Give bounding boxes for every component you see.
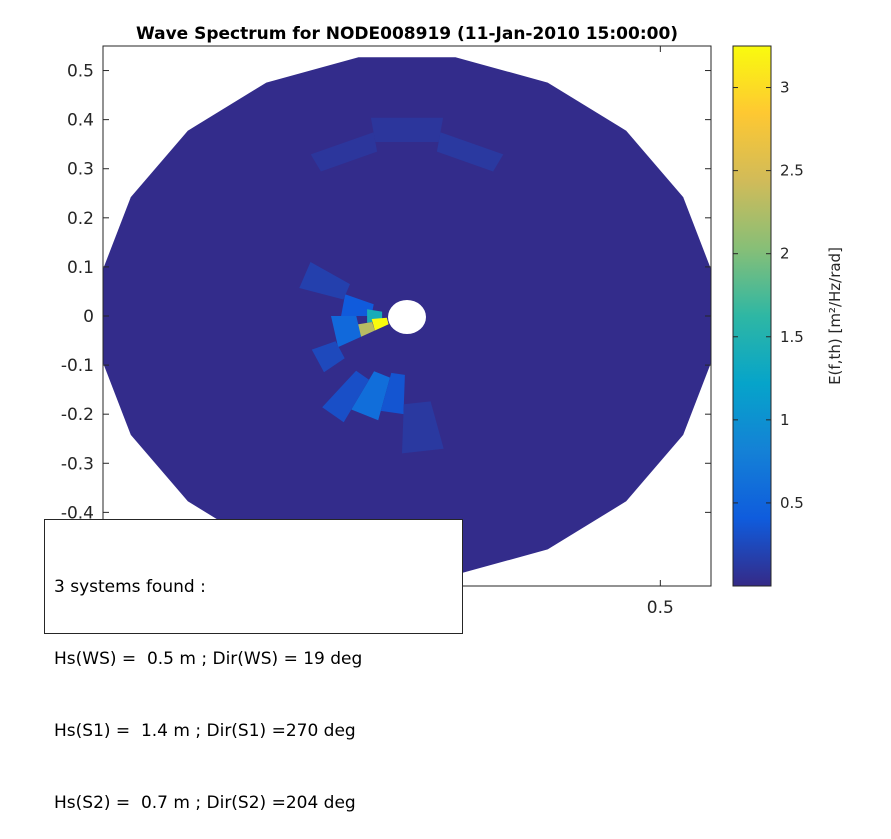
energy-patch <box>299 262 350 300</box>
energy-patch <box>357 322 375 337</box>
y-tick-label: 0 <box>83 307 94 327</box>
y-tick-label: 0.1 <box>67 258 94 278</box>
colorbar: 0.5 1 1.5 2 2.5 3 E(f,th) [m²/Hz/rad] <box>732 45 844 587</box>
colorbar-ticks: 0.5 1 1.5 2 2.5 3 <box>733 79 804 512</box>
energy-patch <box>311 341 345 373</box>
x-axis-ticks: 0.5 <box>647 46 674 618</box>
annotation-line: Hs(WS) = 0.5 m ; Dir(WS) = 19 deg <box>54 649 363 669</box>
y-tick-label: 0.2 <box>67 209 94 229</box>
y-tick-label: -0.3 <box>61 454 94 474</box>
plot-area: 0.5 0.4 0.3 0.2 0.1 0 -0.1 -0.2 -0.3 -0.4 0.5 <box>61 45 712 618</box>
center-hole <box>388 300 426 334</box>
chart-title: Wave Spectrum for NODE008919 (11-Jan-201… <box>136 24 678 44</box>
energy-patch <box>310 132 378 172</box>
x-tick-label: 0.5 <box>647 598 674 618</box>
colorbar-label: E(f,th) [m²/Hz/rad] <box>826 247 844 385</box>
energy-patch <box>380 372 405 415</box>
colorbar-tick-label: 2.5 <box>780 162 804 180</box>
annotation-line: Hs(S2) = 0.7 m ; Dir(S2) =204 deg <box>54 793 356 813</box>
energy-patches <box>299 117 504 454</box>
y-axis-ticks: 0.5 0.4 0.3 0.2 0.1 0 -0.1 -0.2 -0.3 -0.4 <box>61 62 711 523</box>
energy-patch <box>341 294 374 316</box>
energy-patch <box>322 370 369 423</box>
y-tick-label: 0.3 <box>67 160 94 180</box>
y-tick-label: -0.1 <box>61 356 94 376</box>
energy-patch <box>370 117 444 142</box>
energy-patch <box>331 316 362 348</box>
energy-patch <box>351 371 390 421</box>
energy-patch <box>402 401 444 454</box>
energy-patch <box>436 132 504 172</box>
y-tick-label: 0.4 <box>67 111 94 131</box>
y-tick-label: -0.4 <box>61 503 94 523</box>
colorbar-gradient <box>732 45 772 587</box>
colorbar-tick-label: 2 <box>780 245 790 263</box>
annotation-line: Hs(S1) = 1.4 m ; Dir(S1) =270 deg <box>54 721 356 741</box>
annotation-line: 3 systems found : <box>54 577 206 597</box>
wave-spectrum-figure: Wave Spectrum for NODE008919 (11-Jan-201… <box>61 24 844 618</box>
systems-annotation-box: 3 systems found : Hs(WS) = 0.5 m ; Dir(W… <box>44 519 463 813</box>
energy-patch <box>371 317 389 331</box>
colorbar-tick-label: 3 <box>780 79 790 97</box>
colorbar-tick-label: 1.5 <box>780 328 804 346</box>
colorbar-tick-label: 0.5 <box>780 494 804 512</box>
colorbar-tick-label: 1 <box>780 411 790 429</box>
y-tick-label: -0.2 <box>61 405 94 425</box>
y-tick-label: 0.5 <box>67 62 94 82</box>
